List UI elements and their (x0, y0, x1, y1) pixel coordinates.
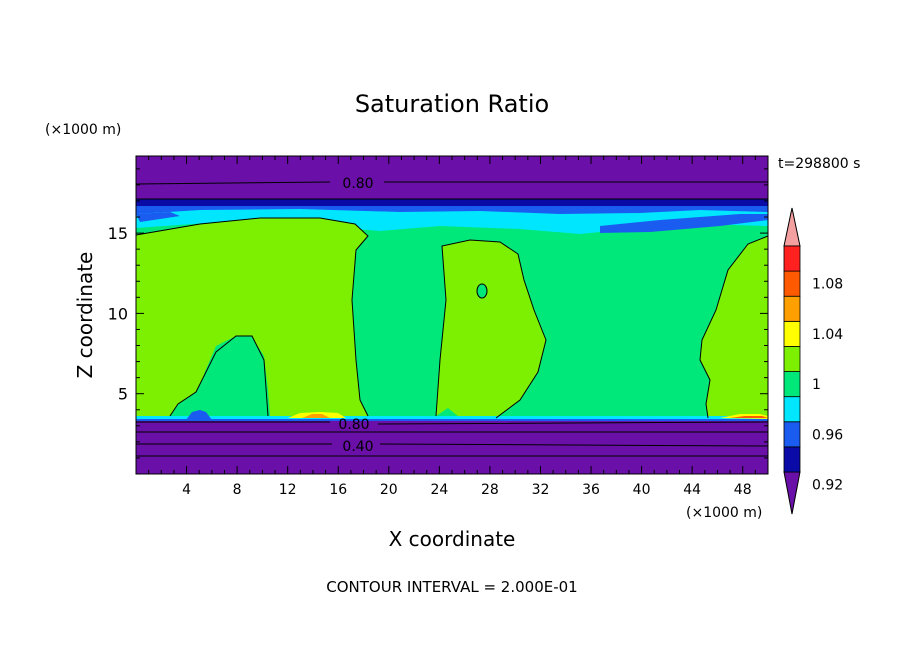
y-axis-ticks: 5 10 15 (108, 168, 768, 459)
colorbar-segment (783, 320, 801, 347)
contour-label-lower-1: 0.80 (338, 417, 369, 433)
x-tick-label: 4 (182, 482, 191, 498)
x-tick-label: 44 (683, 482, 701, 498)
moist-column-right (700, 236, 768, 418)
contour-interval-footer: CONTOUR INTERVAL = 2.000E-01 (326, 578, 577, 596)
upper-blue-streak (600, 214, 768, 233)
colorbar-segment (783, 396, 801, 423)
x-tick-label: 32 (532, 482, 550, 498)
colorbar-extend-min (783, 471, 801, 515)
inner-green-eye (477, 284, 487, 298)
upper-dry-band (136, 156, 768, 201)
upper-mid-blue-band (136, 206, 768, 216)
x-tick-label: 16 (329, 482, 347, 498)
upper-blue-band (136, 199, 768, 208)
colorbar-tick-label: 1.04 (812, 327, 843, 343)
upper-blue-streak-2 (136, 212, 180, 222)
colorbar-segment (783, 270, 801, 297)
x-tick-label: 36 (582, 482, 600, 498)
contour-lines (135, 181, 769, 457)
colorbar-segment (783, 421, 801, 448)
x-tick-label: 28 (481, 482, 499, 498)
x-tick-label: 48 (734, 482, 752, 498)
moist-column-middle (436, 240, 546, 418)
colorbar-segment (783, 346, 801, 372)
colorbar-segment (783, 245, 801, 272)
contour-line-plume (169, 335, 269, 417)
blue-plume-left (186, 410, 212, 420)
contour-label-lower-2: 0.40 (342, 439, 373, 455)
y-unit-label: (×1000 m) (45, 122, 121, 138)
y-tick-label: 5 (118, 385, 128, 404)
lower-dry-band (136, 421, 768, 474)
x-tick-label: 40 (633, 482, 651, 498)
lower-cyan-edge (136, 416, 768, 421)
contour-line-lower-1 (136, 421, 769, 425)
x-unit-label: (×1000 m) (686, 505, 762, 521)
x-tick-label: 20 (380, 482, 398, 498)
contour-line-lower-3 (136, 443, 769, 447)
contour-line-cloud-middle (435, 239, 547, 419)
y-tick-label: 10 (108, 304, 128, 323)
colorbar-tick-label: 0.92 (812, 478, 843, 494)
x-axis-label: X coordinate (389, 527, 516, 551)
contour-field: 0.80 0.80 0.40 (135, 155, 769, 475)
x-tick-label: 8 (233, 482, 242, 498)
warm-patch-middle-core (302, 414, 330, 418)
contour-label-upper: 0.80 (342, 176, 373, 192)
moist-column-left (136, 218, 368, 416)
contour-line-eye (476, 283, 488, 299)
time-label: t=298800 s (778, 156, 860, 172)
chart-title: Saturation Ratio (355, 90, 549, 118)
colorbar-segment (783, 295, 801, 322)
y-tick-label: 15 (108, 224, 128, 243)
colorbar-tick-label: 1.08 (812, 277, 843, 293)
colorbar-tick-label: 1 (812, 377, 821, 393)
colorbar-tick-label: 0.96 (812, 427, 843, 443)
colorbar-segment (783, 446, 801, 473)
y-axis-label: Z coordinate (73, 252, 97, 379)
x-tick-label: 24 (430, 482, 448, 498)
contour-line-cloud-right (699, 235, 769, 419)
x-axis-ticks: 4 8 12 16 20 24 28 32 36 40 44 48 (148, 156, 756, 498)
colorbar-segment (783, 371, 801, 398)
warm-patch-right-core (730, 416, 768, 418)
colorbar-extend-max (783, 207, 801, 247)
x-tick-label: 12 (279, 482, 297, 498)
contour-line-upper (135, 181, 768, 185)
contour-line-cloud-left (135, 217, 369, 417)
colorbar: 0.92 0.96 1 1.04 1.08 (783, 207, 843, 515)
